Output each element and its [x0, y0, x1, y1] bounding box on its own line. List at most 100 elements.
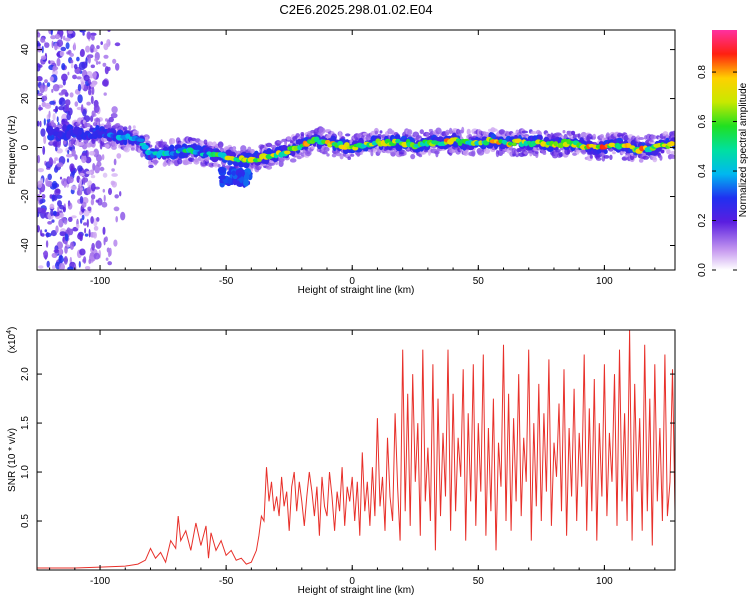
spectrogram-noise-cell: [58, 97, 66, 107]
spectrogram-noise-cell: [83, 209, 90, 217]
spectrogram-noise-cell: [50, 30, 53, 36]
spectrogram-band-cell: [546, 146, 554, 152]
spectrogram-halo-cell: [477, 150, 485, 156]
spectrogram-noise-cell: [81, 214, 85, 221]
spectrogram-noise-cell: [74, 101, 79, 107]
spectrogram-halo-cell: [359, 151, 363, 155]
spectrogram-noise-cell: [53, 210, 57, 216]
spectrogram-noise-cell: [95, 240, 102, 249]
spectrogram-noise-cell: [61, 217, 67, 222]
spectrogram-noise-cell: [38, 107, 43, 111]
spectrogram-noise-cell: [107, 261, 112, 266]
spectrogram-noise-cell: [74, 154, 78, 161]
spectrogram-halo-cell: [650, 134, 657, 140]
spectrogram-halo-cell: [322, 151, 328, 155]
spectrogram-noise-cell: [81, 152, 87, 156]
colorbar-tick-label: 0.2: [697, 213, 708, 227]
spectrogram-noise-cell: [61, 63, 66, 71]
spectrogram-noise-cell: [76, 56, 80, 62]
spectrogram-noise-cell: [77, 233, 83, 240]
spectrogram-noise-cell: [94, 164, 101, 174]
spectrogram-halo-cell: [152, 159, 159, 164]
spectrogram-halo-cell: [571, 131, 575, 135]
spectrogram-noise-cell: [45, 232, 52, 237]
snr-y-tick-label: 1.0: [20, 465, 31, 479]
spectrogram-noise-cell: [67, 71, 70, 76]
spectrogram-noise-cell: [40, 37, 46, 43]
spectrogram-noise-cell: [69, 241, 74, 250]
spectrogram-noise-cell: [51, 219, 55, 223]
spectrogram-noise-cell: [103, 194, 106, 202]
spectrogram-noise-cell: [53, 249, 60, 254]
spectrogram-noise-cell: [89, 83, 96, 88]
colorbar-label: Normalized spectral amplitude: [738, 82, 749, 217]
spectrogram-patch-cell: [218, 175, 226, 180]
spectrogram-y-tick-label: -40: [20, 238, 31, 253]
spectrogram-y-tick-label: 20: [20, 93, 31, 105]
spectrogram-ridge-cell: [77, 129, 83, 136]
spectrogram-noise-cell: [59, 176, 63, 180]
spectrogram-noise-cell: [113, 239, 118, 247]
spectrogram-halo-cell: [435, 127, 442, 135]
snr-x-ticks: -100 -50 0 50 100: [49, 330, 656, 587]
spectrogram-halo-cell: [521, 130, 529, 134]
spectrogram-noise-cell: [64, 233, 69, 242]
spectrogram-noise-cell: [78, 261, 81, 268]
spectrogram-noise-cell: [99, 166, 105, 172]
spectrogram-ridge-cell: [57, 132, 63, 138]
spectrogram-noise-cell: [52, 65, 56, 72]
spectrogram-halo-cell: [177, 158, 183, 165]
spectrogram-noise-cell: [68, 216, 73, 222]
spectrogram-noise-cell: [44, 229, 48, 233]
colorbar-tick-label: 0.6: [697, 114, 708, 128]
spectrogram-halo-cell: [612, 151, 616, 155]
spectrogram-halo-cell: [577, 133, 581, 140]
spectrogram-noise-cell: [88, 151, 96, 156]
spectrogram-halo-cell: [498, 129, 506, 135]
spectrogram-halo-cell: [206, 141, 214, 147]
spectrogram-noise-cell: [48, 157, 53, 166]
spectrogram-halo-cell: [428, 128, 433, 133]
spectrogram-noise-cell: [67, 176, 74, 184]
spectrogram-noise-cell: [58, 92, 64, 96]
spectrogram-halo-cell: [162, 141, 168, 145]
spectrogram-noise-cell: [103, 54, 109, 59]
spectrogram-halo-cell: [558, 152, 564, 157]
spectrogram-noise-cell: [51, 40, 54, 49]
spectrogram-noise-cell: [61, 73, 68, 82]
spectrogram-ridge-cell: [511, 142, 517, 147]
spectrogram-noise-cell: [62, 206, 66, 213]
snr-y-axis-label: SNR (10 * v/v): [7, 428, 18, 492]
spectrogram-noise-cell: [102, 62, 107, 67]
spectrogram-noise-cell: [69, 92, 74, 98]
spectrogram-halo-cell: [62, 139, 67, 145]
spectrogram-halo-cell: [123, 126, 128, 131]
spectrogram-patch-cell: [235, 180, 240, 186]
spectrogram-noise-cell: [91, 242, 95, 251]
spectrogram-noise-cell: [71, 149, 76, 157]
spectrogram-noise-cell: [52, 84, 60, 92]
spectrogram-frame: [36, 29, 676, 271]
spectrogram-halo-cell: [240, 145, 247, 153]
spectrogram-noise-cell: [115, 63, 120, 71]
spectrogram-halo-cell: [265, 142, 273, 148]
spectrogram-noise-cell: [64, 99, 71, 106]
spectrogram-noise-cell: [37, 76, 43, 82]
spectrogram-noise-cell: [67, 107, 73, 116]
spectrogram-halo-cell: [104, 144, 110, 149]
spectrogram-halo-cell: [623, 135, 629, 141]
spectrogram-noise-cell: [64, 245, 68, 254]
spectrogram-halo-cell: [448, 127, 453, 135]
spectrogram-noise-cell: [52, 265, 56, 270]
spectrogram-noise-cell: [51, 252, 58, 258]
spectrogram-halo-cell: [403, 151, 407, 156]
spectrogram-noise-cell: [102, 79, 109, 87]
spectrogram-halo-cell: [370, 150, 374, 157]
spectrogram-noise-cell: [37, 33, 41, 38]
spectrogram-noise-cell: [59, 231, 67, 237]
spectrogram-noise-cell: [70, 63, 74, 69]
spectrogram-noise-cell: [85, 156, 92, 164]
spectrogram-noise-cell: [113, 206, 120, 212]
spectrogram-noise-cell: [42, 145, 46, 155]
spectrogram-x-tick-label: 100: [596, 276, 613, 287]
